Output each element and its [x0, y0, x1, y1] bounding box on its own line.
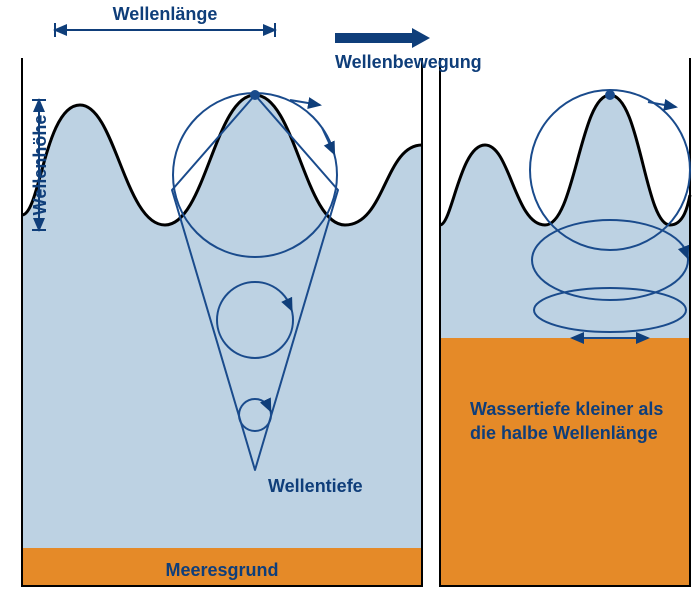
particle-dot [250, 90, 260, 100]
wavedepth-label: Wellentiefe [268, 476, 363, 496]
shallow-caption-l2: die halbe Wellenlänge [470, 423, 658, 443]
shallow-caption-l1: Wassertiefe kleiner als [470, 399, 663, 419]
wavelength-label: Wellenlänge [113, 4, 218, 24]
seafloor-label: Meeresgrund [165, 560, 278, 580]
waveheight-label: Wellenhöhe [30, 115, 50, 216]
wavemotion-label: Wellenbewegung [335, 52, 482, 72]
particle-dot [605, 90, 615, 100]
seafloor-shallow [440, 338, 690, 586]
